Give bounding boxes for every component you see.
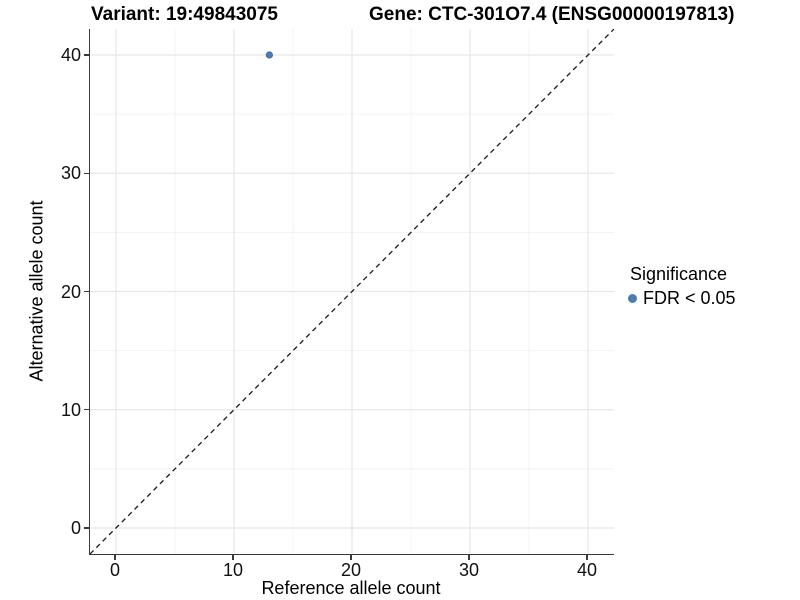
legend-key-dot-icon (628, 294, 637, 303)
y-tick-mark (84, 527, 89, 529)
legend-title: Significance (630, 264, 728, 284)
y-tick-mark (84, 408, 89, 411)
significance-legend: Significance FDR < 0.05 (628, 264, 736, 309)
y-tick-label: 20 (60, 281, 81, 302)
x-tick-label: 20 (340, 560, 362, 580)
x-tick-mark (114, 555, 116, 560)
y-tick-mark (84, 172, 89, 174)
y-tick-label: 40 (60, 45, 81, 65)
x-tick-label: 0 (109, 560, 120, 580)
y-tick-mark (84, 290, 89, 293)
x-tick-mark (468, 555, 470, 560)
x-tick-label: 40 (577, 560, 598, 580)
x-tick-label: 30 (459, 560, 480, 580)
x-axis-title: Reference allele count (261, 578, 441, 598)
legend-items: FDR < 0.05 (628, 288, 736, 309)
y-tick-label: 10 (60, 399, 81, 420)
y-tick-label: 0 (70, 517, 81, 538)
plot-title-variant: Variant: 19:49843075 (91, 4, 278, 25)
x-tick-mark (586, 555, 588, 560)
identity-reference-line (90, 29, 614, 554)
legend-item: FDR < 0.05 (628, 288, 736, 309)
plot-canvas (90, 29, 614, 554)
plot-panel (89, 29, 614, 555)
x-tick-mark (350, 555, 352, 560)
y-tick-label: 30 (60, 163, 81, 184)
x-tick-mark (232, 555, 234, 560)
legend-item-label: FDR < 0.05 (643, 288, 736, 308)
plot-title-gene: Gene: CTC-301O7.4 (ENSG00000197813) (369, 4, 735, 25)
y-tick-mark (84, 54, 89, 56)
data-point (265, 51, 273, 59)
x-tick-label: 10 (222, 560, 243, 580)
